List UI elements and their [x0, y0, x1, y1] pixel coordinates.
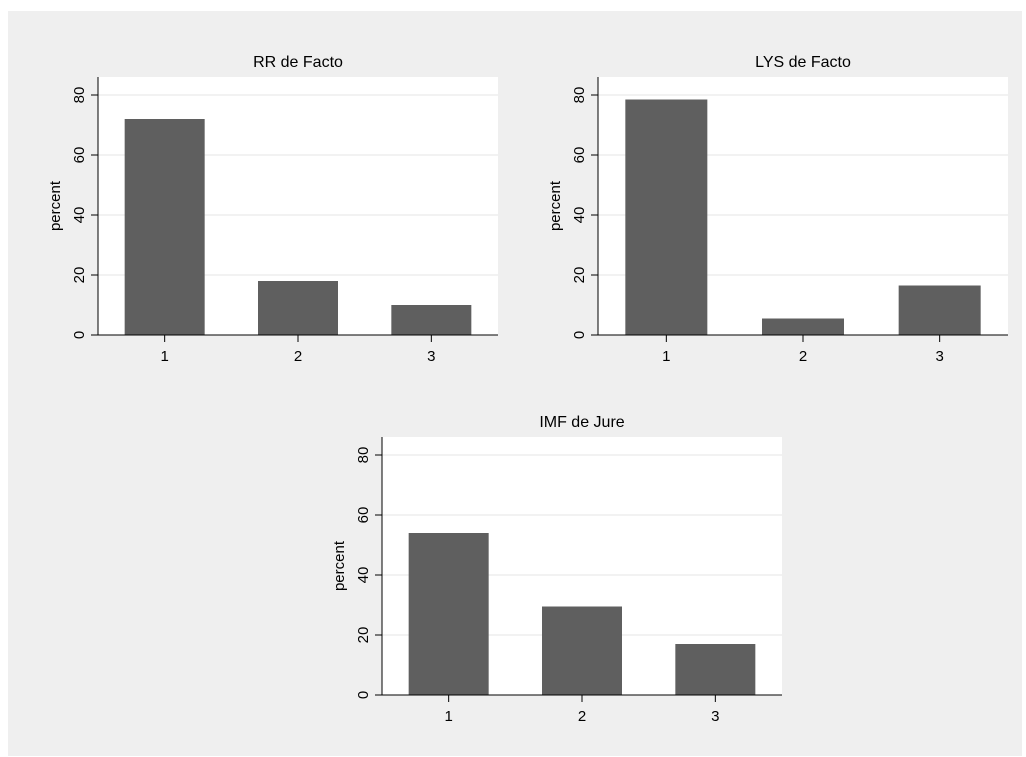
panel-imf-de-jure: IMF de Jure 0 20 40 60 80 percent 1 2 3 [292, 371, 792, 741]
x-tick-label: 2 [578, 708, 586, 725]
bar-2 [542, 606, 622, 695]
x-tick-label: 2 [294, 348, 302, 365]
x-tick-label: 1 [160, 348, 168, 365]
y-tick-label: 40 [71, 207, 88, 224]
chart-title: LYS de Facto [755, 54, 851, 71]
bar-1 [625, 99, 708, 335]
y-tick-label: 80 [71, 87, 88, 104]
x-tick-label: 3 [711, 708, 719, 725]
panel-lys-de-facto: LYS de Facto 0 20 40 60 80 percent 1 2 3 [508, 11, 1018, 381]
y-axis-label: percent [331, 540, 348, 591]
x-tick-label: 3 [427, 348, 435, 365]
figure-background: RR de Facto 0 20 40 60 80 percent 1 2 3 LYS de Fa… [8, 11, 1022, 756]
y-tick-label: 20 [355, 627, 372, 644]
x-tick-label: 1 [444, 708, 452, 725]
y-tick-label: 40 [355, 567, 372, 584]
chart-title: IMF de Jure [539, 414, 624, 431]
y-tick-label: 40 [571, 207, 588, 224]
bar-1 [408, 533, 489, 695]
y-tick-label: 60 [355, 507, 372, 524]
y-tick-label: 20 [71, 267, 88, 284]
chart-title: RR de Facto [253, 54, 343, 71]
x-tick-label: 3 [935, 348, 943, 365]
bar-3 [898, 285, 981, 335]
y-tick-label: 0 [571, 331, 588, 339]
chart-svg: IMF de Jure 0 20 40 60 80 percent 1 2 3 [331, 414, 782, 725]
y-tick-label: 0 [355, 691, 372, 699]
y-tick-label: 0 [71, 331, 88, 339]
y-axis-label: percent [547, 180, 564, 231]
y-axis-label: percent [47, 180, 64, 231]
bar-1 [124, 119, 205, 335]
chart-svg: LYS de Facto 0 20 40 60 80 percent 1 2 3 [547, 54, 1008, 365]
y-tick-label: 60 [71, 147, 88, 164]
y-tick-label: 60 [571, 147, 588, 164]
bar-3 [391, 305, 472, 335]
chart-svg: RR de Facto 0 20 40 60 80 percent 1 2 3 [47, 54, 498, 365]
bar-2 [258, 281, 338, 335]
bar-2 [762, 318, 844, 335]
panel-rr-de-facto: RR de Facto 0 20 40 60 80 percent 1 2 3 [8, 11, 508, 381]
y-tick-label: 20 [571, 267, 588, 284]
x-tick-label: 1 [662, 348, 670, 365]
bar-3 [675, 644, 756, 695]
y-tick-label: 80 [355, 447, 372, 464]
x-tick-label: 2 [799, 348, 807, 365]
y-tick-label: 80 [571, 87, 588, 104]
